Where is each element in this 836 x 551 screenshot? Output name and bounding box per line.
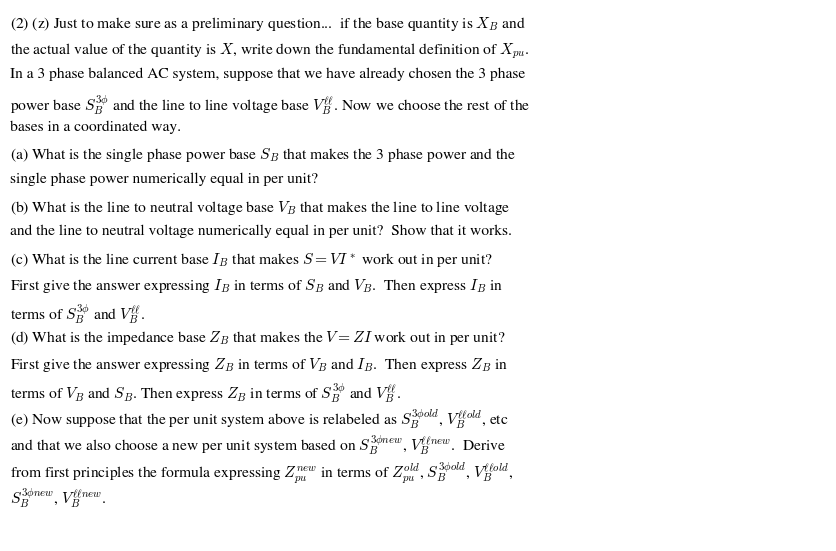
Text: (e) Now suppose that the per unit system above is relabeled as $S_B^{3\phi old}$: (e) Now suppose that the per unit system… bbox=[10, 408, 508, 432]
Text: First give the answer expressing $Z_B$ in terms of $V_B$ and $I_B$.  Then expres: First give the answer expressing $Z_B$ i… bbox=[10, 355, 507, 374]
Text: First give the answer expressing $I_B$ in terms of $S_B$ and $V_B$.  Then expres: First give the answer expressing $I_B$ i… bbox=[10, 277, 502, 295]
Text: terms of $V_B$ and $S_B$. Then express $Z_B$ in terms of $S_B^{3\phi}$ and $V_B^: terms of $V_B$ and $S_B$. Then express $… bbox=[10, 382, 400, 406]
Text: from first principles the formula expressing $Z_{pu}^{new}$ in terms of $Z_{pu}^: from first principles the formula expres… bbox=[10, 460, 512, 487]
Text: single phase power numerically equal in per unit?: single phase power numerically equal in … bbox=[10, 172, 318, 186]
Text: (2) (z) Just to make sure as a preliminary question...  if the base quantity is : (2) (z) Just to make sure as a prelimina… bbox=[10, 15, 526, 34]
Text: In a 3 phase balanced AC system, suppose that we have already chosen the 3 phase: In a 3 phase balanced AC system, suppose… bbox=[10, 68, 525, 81]
Text: $S_B^{3\phi new}$, $V_B^{\ell\ell new}$.: $S_B^{3\phi new}$, $V_B^{\ell\ell new}$. bbox=[10, 487, 106, 511]
Text: (c) What is the line current base $I_B$ that makes $S = VI^*$ work out in per un: (c) What is the line current base $I_B$ … bbox=[10, 251, 492, 269]
Text: and the line to neutral voltage numerically equal in per unit?  Show that it wor: and the line to neutral voltage numerica… bbox=[10, 225, 512, 238]
Text: power base $S_B^{3\phi}$ and the line to line voltage base $V_B^{\ell\ell}$. Now: power base $S_B^{3\phi}$ and the line to… bbox=[10, 94, 530, 118]
Text: the actual value of the quantity is $X$, write down the fundamental definition o: the actual value of the quantity is $X$,… bbox=[10, 42, 529, 61]
Text: (d) What is the impedance base $Z_B$ that makes the $V = ZI$ work out in per uni: (d) What is the impedance base $Z_B$ tha… bbox=[10, 329, 505, 348]
Text: terms of $S_B^{3\phi}$ and $V_B^{\ell\ell}$.: terms of $S_B^{3\phi}$ and $V_B^{\ell\el… bbox=[10, 303, 145, 327]
Text: bases in a coordinated way.: bases in a coordinated way. bbox=[10, 120, 181, 133]
Text: (b) What is the line to neutral voltage base $V_B$ that makes the line to line v: (b) What is the line to neutral voltage … bbox=[10, 198, 510, 217]
Text: and that we also choose a new per unit system based on $S_B^{3\phi new}$, $V_B^{: and that we also choose a new per unit s… bbox=[10, 434, 505, 458]
Text: (a) What is the single phase power base $S_B$ that makes the 3 phase power and t: (a) What is the single phase power base … bbox=[10, 146, 515, 164]
